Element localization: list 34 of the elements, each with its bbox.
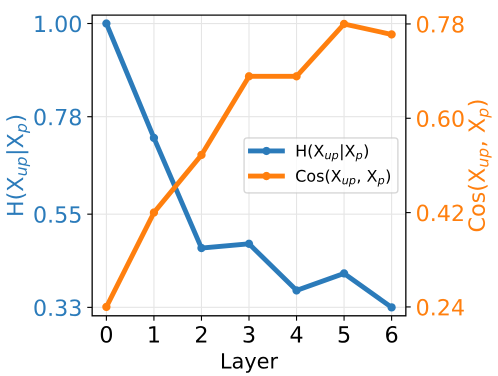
x-tick-label: 1 xyxy=(149,326,159,342)
y2-tick-label: 0.78 xyxy=(417,16,464,33)
y-axis-title: H(X$_{up}$|X$_{p}$) xyxy=(6,116,30,215)
y2-tick-label: 0.24 xyxy=(417,298,464,316)
point xyxy=(340,269,348,278)
y-tick-label: 0.78 xyxy=(34,108,81,126)
y2-tick-label: 0.60 xyxy=(417,110,464,128)
y2-tick-label: 0.42 xyxy=(417,204,463,222)
x-tick-label: 4 xyxy=(290,326,302,342)
point xyxy=(102,19,111,28)
point xyxy=(387,303,396,312)
x-tick-label: 2 xyxy=(196,326,206,342)
point xyxy=(340,20,348,28)
legend-label: H(X$_{up}$|X$_{p}$) xyxy=(296,144,368,162)
y-tick-label: 0.33 xyxy=(34,299,81,316)
point xyxy=(292,72,301,81)
point xyxy=(387,30,396,39)
x-tick-label: 0 xyxy=(100,326,112,343)
point xyxy=(292,286,301,295)
point xyxy=(150,134,158,142)
point xyxy=(197,244,206,252)
legend-label: Cos(X$_{up}$, X$_{p}$) xyxy=(296,170,390,187)
point xyxy=(244,240,254,248)
y2-axis-title: Cos(X$_{up}$, X$_{p}$) xyxy=(468,100,492,232)
x-tick-label: 6 xyxy=(386,326,398,343)
point xyxy=(150,208,158,217)
point xyxy=(102,302,111,312)
point xyxy=(197,150,206,160)
x-axis-title: Layer xyxy=(222,353,278,373)
y-tick-label: 1.00 xyxy=(35,15,81,32)
x-tick-label: 3 xyxy=(244,326,254,343)
y-tick-label: 0.55 xyxy=(34,206,80,223)
x-tick-label: 5 xyxy=(338,326,350,343)
point xyxy=(244,72,254,81)
